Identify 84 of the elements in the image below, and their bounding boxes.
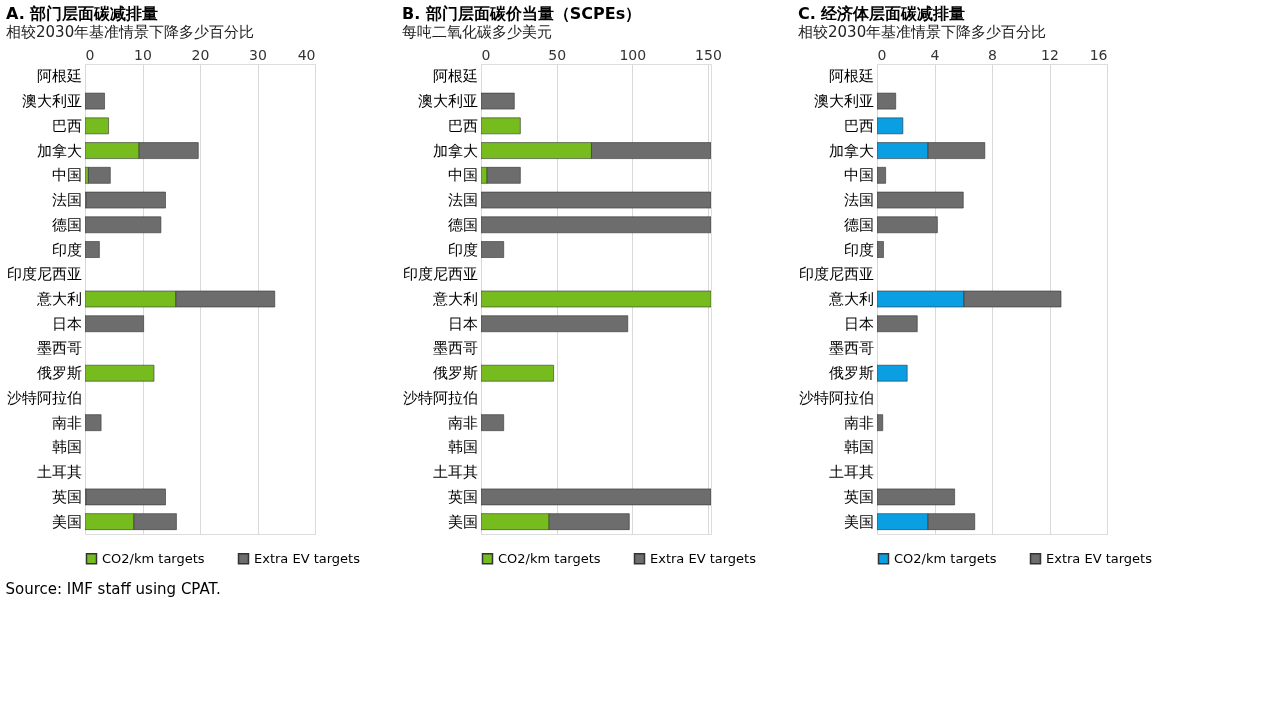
x-tick-label: 50 xyxy=(548,46,567,63)
y-tick-label: 南非 xyxy=(843,413,874,432)
y-tick-label: 英国 xyxy=(447,487,478,506)
y-tick-label: 印度尼西亚 xyxy=(798,265,874,284)
legend-label: CO2/km targets xyxy=(498,550,601,566)
chart-subtitle: 相较2030年基准情景下降多少百分比 xyxy=(6,23,255,41)
y-tick-label: 日本 xyxy=(51,314,82,333)
chart-subtitle: 每吨二氧化碳多少美元 xyxy=(402,23,552,41)
y-tick-label: 沙特阿拉伯 xyxy=(6,388,82,407)
y-tick-label: 德国 xyxy=(843,215,874,234)
y-tick-label: 俄罗斯 xyxy=(432,364,478,383)
x-tick-label: 30 xyxy=(249,46,267,63)
legend-label: Extra EV targets xyxy=(1046,550,1153,566)
y-tick-label: 巴西 xyxy=(447,116,478,135)
legend-label: Extra EV targets xyxy=(650,550,757,566)
y-tick-label: 中国 xyxy=(447,166,478,185)
y-tick-label: 俄罗斯 xyxy=(36,364,82,383)
y-tick-label: 意大利 xyxy=(827,290,874,308)
y-tick-label: 德国 xyxy=(51,215,82,234)
y-tick-label: 南非 xyxy=(447,413,478,432)
y-tick-label: 土耳其 xyxy=(828,463,874,482)
y-tick-label: 韩国 xyxy=(447,438,478,457)
chart-title: C. 经济体层面碳减排量 xyxy=(798,4,966,23)
y-tick-label: 英国 xyxy=(843,487,874,506)
legend-label: CO2/km targets xyxy=(894,550,997,566)
y-tick-label: 加拿大 xyxy=(432,141,478,160)
y-tick-label: 澳大利亚 xyxy=(21,92,82,111)
y-tick-label: 土耳其 xyxy=(36,463,82,482)
source-note: Source: IMF staff using CPAT. xyxy=(5,579,221,598)
y-tick-label: 阿根廷 xyxy=(432,67,478,86)
x-tick-label: 0 xyxy=(877,46,887,63)
y-tick-label: 意大利 xyxy=(35,290,82,308)
y-tick-label: 印度 xyxy=(843,240,874,259)
y-tick-label: 澳大利亚 xyxy=(813,92,874,111)
y-tick-label: 德国 xyxy=(447,215,478,234)
chart-title: B. 部门层面碳价当量（SCPEs） xyxy=(402,4,642,23)
legend-label: CO2/km targets xyxy=(102,550,205,566)
y-tick-label: 印度 xyxy=(447,240,478,259)
chart-subtitle: 相较2030年基准情景下降多少百分比 xyxy=(798,23,1047,41)
y-tick-label: 墨西哥 xyxy=(36,339,82,358)
x-tick-label: 10 xyxy=(134,46,152,63)
y-tick-label: 印度尼西亚 xyxy=(6,265,82,284)
y-tick-label: 巴西 xyxy=(51,116,82,135)
y-tick-label: 美国 xyxy=(843,512,874,531)
y-tick-label: 沙特阿拉伯 xyxy=(402,388,478,407)
y-tick-label: 美国 xyxy=(51,512,82,531)
y-tick-label: 韩国 xyxy=(843,438,874,457)
y-tick-label: 加拿大 xyxy=(828,141,874,160)
x-tick-label: 150 xyxy=(695,46,722,63)
y-tick-label: 法国 xyxy=(447,191,478,210)
y-tick-label: 澳大利亚 xyxy=(417,92,478,111)
y-tick-label: 英国 xyxy=(51,487,82,506)
y-tick-label: 印度 xyxy=(51,240,82,259)
x-tick-label: 100 xyxy=(619,46,647,63)
x-tick-label: 12 xyxy=(1041,46,1059,63)
y-tick-label: 中国 xyxy=(843,166,874,185)
y-tick-label: 巴西 xyxy=(843,116,874,135)
y-tick-label: 加拿大 xyxy=(36,141,82,160)
y-tick-label: 印度尼西亚 xyxy=(402,265,478,284)
legend-label: Extra EV targets xyxy=(254,550,361,566)
x-tick-label: 8 xyxy=(988,46,997,63)
y-tick-label: 法国 xyxy=(843,191,874,210)
y-tick-label: 土耳其 xyxy=(432,463,478,482)
y-tick-label: 南非 xyxy=(51,413,82,432)
y-tick-label: 美国 xyxy=(447,512,478,531)
y-tick-label: 中国 xyxy=(51,166,82,185)
x-tick-label: 0 xyxy=(85,46,95,63)
y-tick-label: 日本 xyxy=(843,314,874,333)
x-tick-label: 16 xyxy=(1089,46,1108,63)
x-tick-label: 40 xyxy=(297,46,316,63)
y-tick-label: 沙特阿拉伯 xyxy=(798,388,874,407)
y-tick-label: 墨西哥 xyxy=(828,339,874,358)
y-tick-label: 法国 xyxy=(51,191,82,210)
x-tick-label: 0 xyxy=(481,46,491,63)
y-tick-label: 阿根廷 xyxy=(36,67,82,86)
x-tick-label: 4 xyxy=(930,46,940,63)
y-tick-label: 意大利 xyxy=(431,290,478,308)
y-tick-label: 日本 xyxy=(447,314,478,333)
y-tick-label: 俄罗斯 xyxy=(828,364,874,383)
y-tick-label: 阿根廷 xyxy=(828,67,874,86)
y-tick-label: 墨西哥 xyxy=(432,339,478,358)
y-tick-label: 韩国 xyxy=(51,438,82,457)
chart-title: A. 部门层面碳减排量 xyxy=(6,4,159,23)
x-tick-label: 20 xyxy=(191,46,210,63)
